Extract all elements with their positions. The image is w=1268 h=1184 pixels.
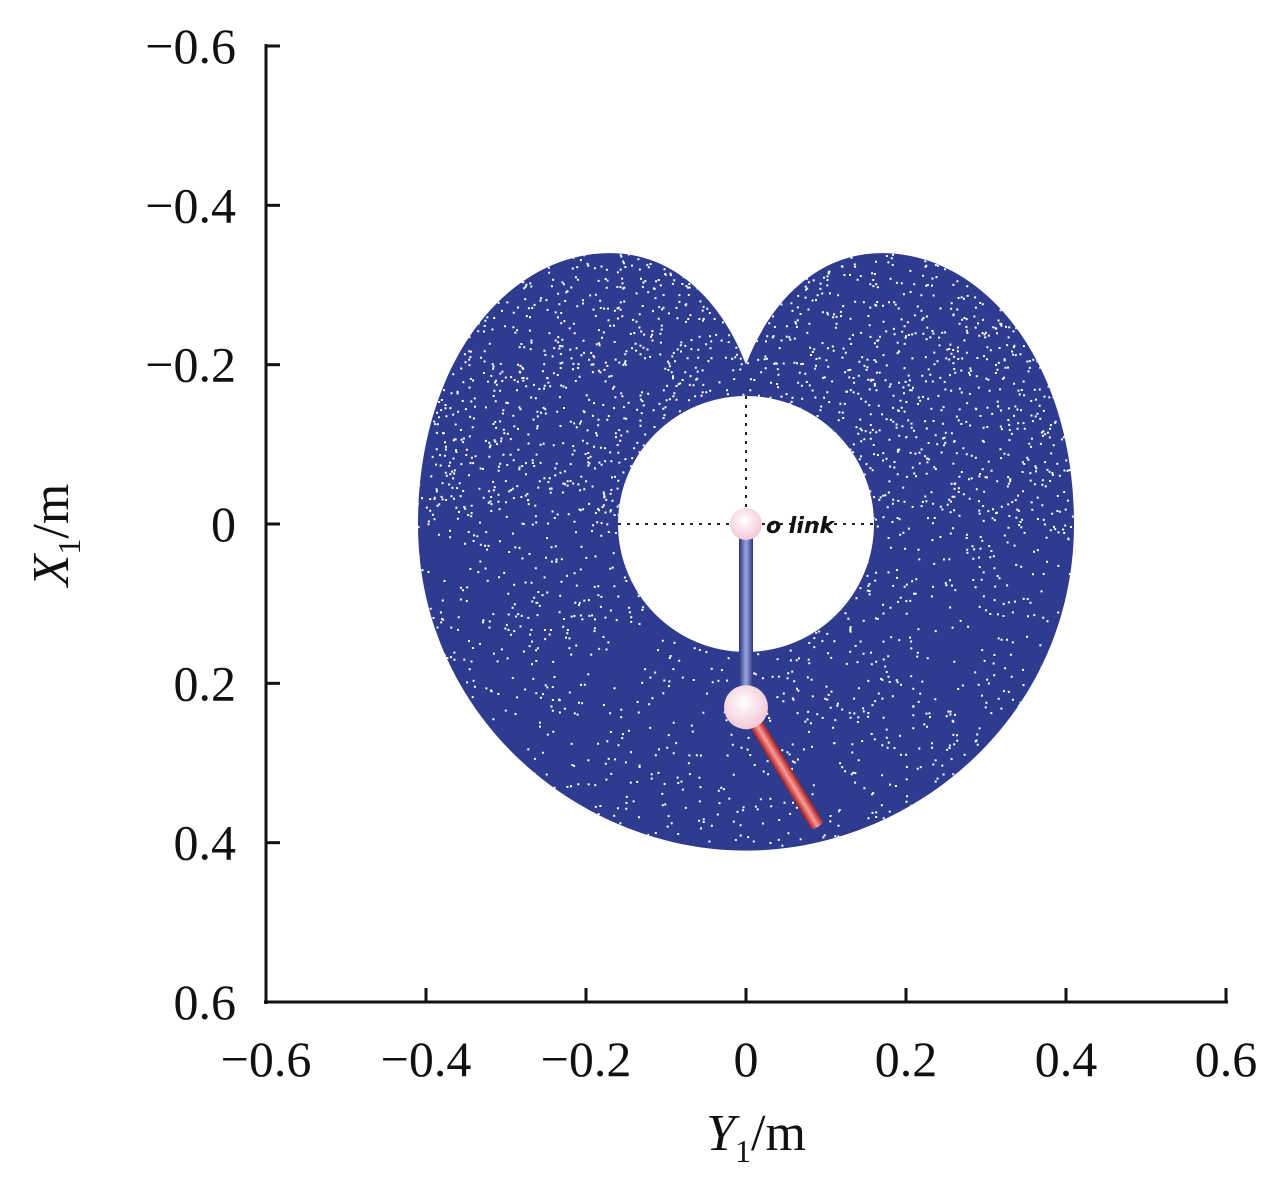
y-axis-var: X bbox=[23, 552, 80, 588]
workspace-region bbox=[418, 253, 1074, 851]
x-axis-var: Y bbox=[706, 1105, 740, 1162]
y-axis-unit: /m bbox=[23, 484, 80, 539]
y-axis-sub: 1 bbox=[51, 539, 87, 555]
joint-2 bbox=[724, 685, 768, 730]
axes: −0.6 −0.4 −0.2 0 0.2 0.4 0.6 −0.6 −0.4 −0.2 0 0.2 0… bbox=[145, 18, 1257, 1087]
x-tick-label: 0.4 bbox=[1035, 1031, 1098, 1087]
y-tick-label: −0.2 bbox=[145, 337, 236, 393]
y-tick-label: 0.6 bbox=[174, 974, 237, 1030]
x-tick-label: 0 bbox=[734, 1031, 759, 1087]
x-tick-label: −0.2 bbox=[541, 1031, 632, 1087]
x-axis-unit: /m bbox=[751, 1105, 806, 1162]
y-tick-label: 0.2 bbox=[174, 655, 237, 711]
y-tick-label: −0.4 bbox=[145, 177, 236, 233]
y-axis-title: X1/m bbox=[23, 484, 87, 589]
y-tick-label: −0.6 bbox=[145, 18, 236, 74]
link-1 bbox=[739, 524, 753, 708]
joint-1 bbox=[730, 508, 762, 540]
x-axis-sub: 1 bbox=[735, 1133, 751, 1169]
x-tick-label: −0.6 bbox=[221, 1031, 312, 1087]
y-tick-label: 0 bbox=[211, 496, 236, 552]
link-annotation: o link bbox=[766, 514, 836, 539]
x-tick-label: 0.2 bbox=[875, 1031, 938, 1087]
y-tick-label: 0.4 bbox=[174, 815, 237, 871]
x-axis-title: Y1/m bbox=[706, 1105, 806, 1169]
x-tick-label: −0.4 bbox=[381, 1031, 472, 1087]
link-2 bbox=[741, 705, 823, 829]
x-tick-label: 0.6 bbox=[1195, 1031, 1258, 1087]
